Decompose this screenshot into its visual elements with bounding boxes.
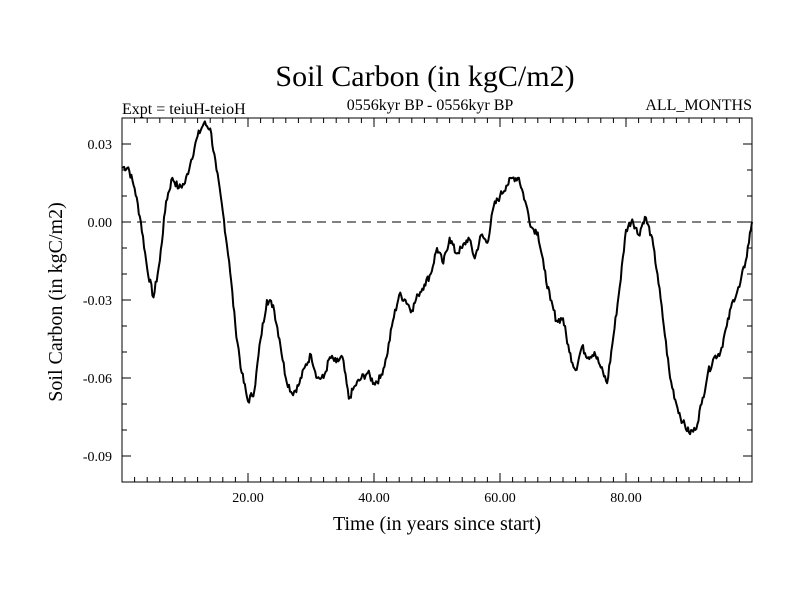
y-tick-label: 0.03 xyxy=(88,138,113,153)
chart-subtitle: 0556kyr BP - 0556kyr BP xyxy=(347,97,514,114)
y-tick-label: 0.00 xyxy=(88,216,113,231)
y-tick-label: -0.03 xyxy=(83,294,112,309)
months-label: ALL_MONTHS xyxy=(645,97,752,114)
series-line xyxy=(121,120,753,436)
y-axis-label: Soil Carbon (in kgC/m2) xyxy=(45,202,67,401)
x-tick-label: 60.00 xyxy=(484,491,516,506)
y-tick-label: -0.09 xyxy=(83,450,112,465)
chart-title: Soil Carbon (in kgC/m2) xyxy=(275,60,574,93)
x-tick-label: 40.00 xyxy=(358,491,390,506)
expt-label: Expt = teiuH-teioH xyxy=(122,101,246,118)
x-tick-label: 80.00 xyxy=(610,491,642,506)
y-tick-label: -0.06 xyxy=(83,372,112,387)
x-tick-label: 20.00 xyxy=(232,491,264,506)
x-axis-label: Time (in years since start) xyxy=(333,513,541,535)
axis-ticks: 0.03 0.00 -0.03 -0.06 -0.09 20.00 40.00 60.00 80… xyxy=(83,117,753,506)
